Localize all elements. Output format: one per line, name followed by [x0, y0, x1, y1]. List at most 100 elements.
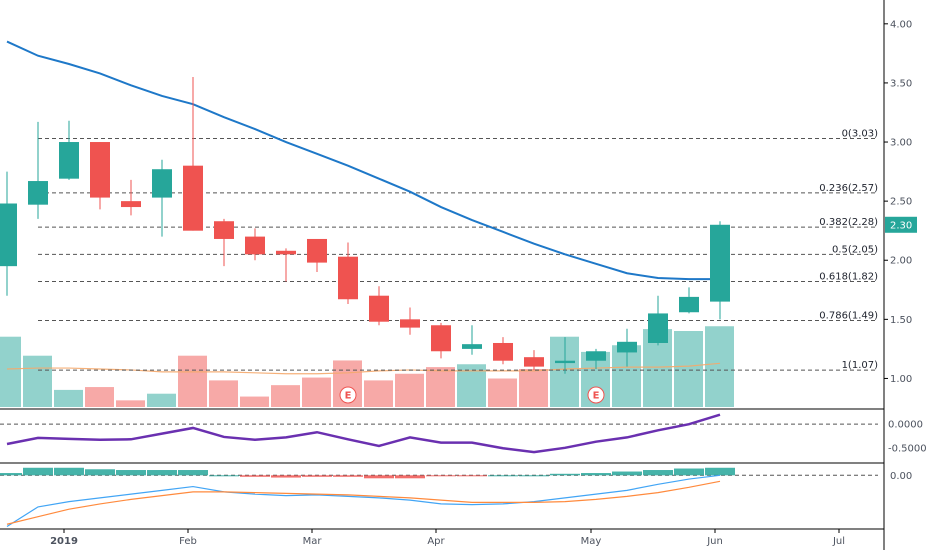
- candle-body: [400, 319, 420, 328]
- price-axis-tick-label: 1.50: [890, 315, 912, 326]
- volume-bar: [209, 380, 238, 407]
- candle: [183, 77, 203, 231]
- price-axis-tick-label: 2.50: [890, 197, 912, 208]
- candle: [462, 325, 482, 355]
- candle-body: [276, 250, 296, 255]
- macd-axis-tick-label: 0.00: [890, 471, 912, 482]
- time-axis-label: Jul: [832, 536, 845, 547]
- volume-bar: [395, 373, 424, 407]
- oscillator-pane: [0, 413, 878, 454]
- macd-histogram-bar: [54, 467, 84, 476]
- candle: [28, 121, 48, 219]
- candle-body: [493, 342, 513, 361]
- oscillator-axis-tick-label: -0.5000: [888, 443, 927, 454]
- macd-histogram-bar: [550, 473, 580, 476]
- time-axis-label: 2019: [50, 536, 78, 547]
- price-axis-tick-label: 4.00: [890, 19, 912, 30]
- earnings-marker[interactable]: E: [339, 386, 357, 404]
- macd-histogram-bar: [395, 475, 425, 479]
- macd-histogram-bar: [705, 467, 735, 476]
- candle: [710, 221, 730, 320]
- candle-body: [121, 201, 141, 208]
- macd-histogram-bar: [116, 470, 146, 476]
- volume-bar: [488, 378, 517, 407]
- volume-pane: [0, 326, 734, 407]
- macd-histogram-bar: [457, 475, 487, 477]
- price-axis-tick-label: 3.50: [890, 78, 912, 89]
- volume-bar: [705, 326, 734, 407]
- volume-bar: [85, 387, 114, 407]
- macd-histogram-bar: [643, 470, 673, 476]
- macd-histogram-bar: [426, 475, 456, 477]
- volume-bar: [178, 355, 207, 407]
- volume-bar: [240, 396, 269, 407]
- candle-body: [59, 142, 79, 179]
- candle-body: [617, 341, 637, 353]
- time-axis-label: Apr: [427, 536, 445, 547]
- earnings-marker-circle: [587, 386, 605, 404]
- candle-body: [90, 142, 110, 198]
- volume-bar: [147, 393, 176, 407]
- candle: [214, 218, 234, 267]
- earnings-marker-circle: [339, 386, 357, 404]
- earnings-marker-label: E: [593, 391, 600, 402]
- candle: [586, 348, 606, 369]
- volume-bar: [674, 331, 703, 407]
- candle-body: [555, 360, 575, 364]
- time-axis-label: Mar: [303, 536, 323, 547]
- price-axis-tick-label: 2.00: [890, 256, 912, 267]
- signal-line: [6, 480, 721, 525]
- candle: [338, 242, 358, 304]
- macd-histogram-bar: [271, 475, 301, 478]
- moving-average: [6, 40, 720, 281]
- macd-histogram-bar: [178, 470, 208, 476]
- macd-histogram-bar: [519, 475, 549, 477]
- candle: [245, 228, 265, 261]
- candle-body: [586, 351, 606, 361]
- candle: [493, 337, 513, 365]
- macd-histogram-bar: [333, 475, 363, 477]
- earnings-marker[interactable]: E: [587, 386, 605, 404]
- candle: [307, 238, 327, 273]
- candle-body: [183, 165, 203, 231]
- candle-body: [28, 181, 48, 205]
- candle-body: [245, 236, 265, 255]
- macd-histogram-bar: [581, 473, 611, 476]
- candle-body: [462, 344, 482, 349]
- fib-level-label: 0(3.03): [842, 128, 879, 139]
- candle-body: [648, 313, 668, 343]
- candle-body: [710, 224, 730, 302]
- candle-body: [214, 221, 234, 239]
- fib-level-label: 0.618(1.82): [819, 272, 878, 283]
- macd-histogram-bar: [488, 475, 518, 477]
- candle: [121, 179, 141, 216]
- volume-bar: [364, 380, 393, 407]
- time-axis-label: Feb: [179, 536, 197, 547]
- candle-body: [338, 256, 358, 300]
- time-axis-label: Jun: [706, 536, 723, 547]
- earnings-marker-label: E: [345, 391, 352, 402]
- candle: [400, 307, 420, 335]
- fib-level-label: 0.5(2.05): [832, 244, 878, 255]
- current-price-label: 2.30: [890, 220, 912, 231]
- candle: [524, 350, 544, 371]
- candle: [555, 337, 575, 374]
- macd-histogram-bar: [364, 475, 394, 479]
- candle-body: [524, 357, 544, 367]
- candle: [679, 287, 699, 314]
- candle: [0, 171, 17, 296]
- fibonacci-levels: 0(3.03) 0.236(2.57) 0.382(2.28) 0.5(2.05) 0.…: [38, 128, 878, 371]
- volume-bar: [519, 369, 548, 407]
- oscillator-axis-tick-label: 0.0000: [888, 420, 923, 431]
- time-axis-label: May: [581, 536, 602, 547]
- volume-bar: [271, 385, 300, 407]
- price-axis-tick-label: 1.00: [890, 374, 912, 385]
- volume-bar: [302, 377, 331, 407]
- moving-average-line: [6, 40, 720, 281]
- current-price-tag: [885, 216, 917, 233]
- macd-histogram-bar: [612, 471, 642, 476]
- macd-histogram-bar: [23, 467, 53, 476]
- candle: [648, 295, 668, 346]
- candle-body: [152, 169, 172, 198]
